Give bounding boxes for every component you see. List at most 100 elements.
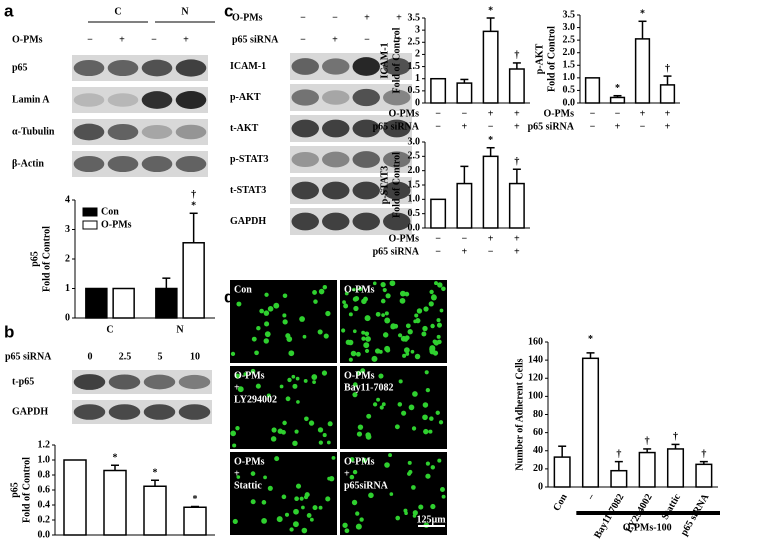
cell-dot xyxy=(425,473,431,479)
cell-dot xyxy=(313,299,318,304)
cell-dot xyxy=(428,429,433,434)
cell-dot xyxy=(381,313,385,317)
bar xyxy=(430,198,447,229)
condition-sign: + xyxy=(514,246,520,257)
cell-dot xyxy=(285,396,291,402)
blot-band xyxy=(107,59,139,77)
condition-sign: − xyxy=(590,121,596,132)
cell-dot xyxy=(404,335,410,341)
image-label: O-PMs xyxy=(344,370,375,381)
cell-dot xyxy=(380,282,386,288)
treatment-sign: − xyxy=(300,12,306,23)
treatment-name: O-PMs xyxy=(232,12,263,23)
significance-mark: † xyxy=(514,157,519,168)
y-axis-label: Fold of Control xyxy=(391,27,402,93)
cell-dot xyxy=(405,323,411,329)
cell-dot xyxy=(365,434,372,440)
significance-mark: † xyxy=(665,63,670,74)
cell-dot xyxy=(299,496,304,501)
cell-dot xyxy=(306,513,312,518)
bar xyxy=(103,469,127,536)
condition-sign: − xyxy=(435,121,441,132)
cell-dot xyxy=(296,400,300,404)
blot-row-label: t-AKT xyxy=(230,123,259,134)
y-tick-label: 0 xyxy=(65,312,70,323)
blot-band xyxy=(141,59,173,77)
y-tick-label: 0.5 xyxy=(408,208,421,219)
condition-sign: + xyxy=(514,121,520,132)
cell-dot xyxy=(236,301,242,307)
y-tick-label: 2 xyxy=(65,253,70,264)
cell-dot xyxy=(411,485,416,490)
cell-dot xyxy=(385,293,391,299)
cell-dot xyxy=(232,443,237,448)
y-tick-label: 2.5 xyxy=(563,34,576,45)
cell-dot xyxy=(251,336,257,342)
y-tick-label: 0.4 xyxy=(38,499,51,510)
significance-mark: * xyxy=(193,494,198,505)
bar xyxy=(553,456,571,488)
cell-dot xyxy=(388,453,393,458)
cell-dot xyxy=(379,405,384,410)
cell-dot xyxy=(364,348,370,354)
cell-dot xyxy=(385,347,391,353)
blot-row-label: GAPDH xyxy=(12,406,48,417)
cell-dot xyxy=(277,428,283,434)
cell-dot xyxy=(341,328,346,333)
cell-dot xyxy=(355,351,361,357)
cell-dot xyxy=(288,350,295,357)
image-label: LY294002 xyxy=(234,394,277,405)
cell-dot xyxy=(436,322,442,328)
bar xyxy=(634,38,651,104)
cell-dot xyxy=(352,469,358,475)
bar xyxy=(508,182,525,229)
condition-sign: + xyxy=(462,121,468,132)
cell-dot xyxy=(308,420,315,426)
fluorescence-image xyxy=(230,452,337,535)
condition-sign: − xyxy=(615,108,621,119)
cell-dot xyxy=(230,430,237,437)
y-tick-label: 140 xyxy=(528,354,543,365)
cell-dot xyxy=(423,428,429,435)
y-axis-label: Fold of Control xyxy=(21,457,32,523)
y-tick-label: 3.5 xyxy=(563,9,576,20)
cell-dot xyxy=(380,298,386,304)
cell-dot xyxy=(321,370,328,376)
cell-dot xyxy=(374,348,381,354)
cell-dot xyxy=(366,413,372,419)
bar xyxy=(456,182,473,229)
cell-dot xyxy=(230,351,236,357)
cell-dot xyxy=(429,416,434,421)
cell-dot xyxy=(436,318,441,323)
blot-band xyxy=(178,404,211,420)
cell-dot xyxy=(349,474,355,480)
y-tick-label: 160 xyxy=(528,336,543,347)
y-tick-label: 3.0 xyxy=(408,136,421,147)
condition-sign: − xyxy=(488,246,494,257)
y-tick-label: 2 xyxy=(415,49,420,60)
cell-dot xyxy=(408,404,415,411)
y-tick-label: 1.5 xyxy=(408,61,421,72)
bar xyxy=(63,459,87,536)
y-axis-label: ICAM-1 xyxy=(379,42,390,78)
cell-dot xyxy=(271,427,277,433)
group-label: N xyxy=(181,6,189,17)
blot-band xyxy=(291,151,319,168)
cell-dot xyxy=(361,330,366,335)
condition-name: O-PMs xyxy=(388,233,419,244)
bar xyxy=(112,287,135,319)
cell-dot xyxy=(410,349,415,354)
blot-band xyxy=(175,91,207,109)
cell-dot xyxy=(430,465,436,470)
group-label: C xyxy=(114,6,121,17)
blot-band xyxy=(352,119,380,138)
blot-row-label: GAPDH xyxy=(230,216,266,227)
cell-dot xyxy=(325,310,331,317)
cell-dot xyxy=(342,300,346,305)
blot-band xyxy=(73,404,106,420)
cell-dot xyxy=(371,355,378,362)
cell-dot xyxy=(270,436,277,442)
significance-mark: † xyxy=(616,449,621,460)
cell-dot xyxy=(411,426,417,431)
blot-band xyxy=(107,123,139,141)
